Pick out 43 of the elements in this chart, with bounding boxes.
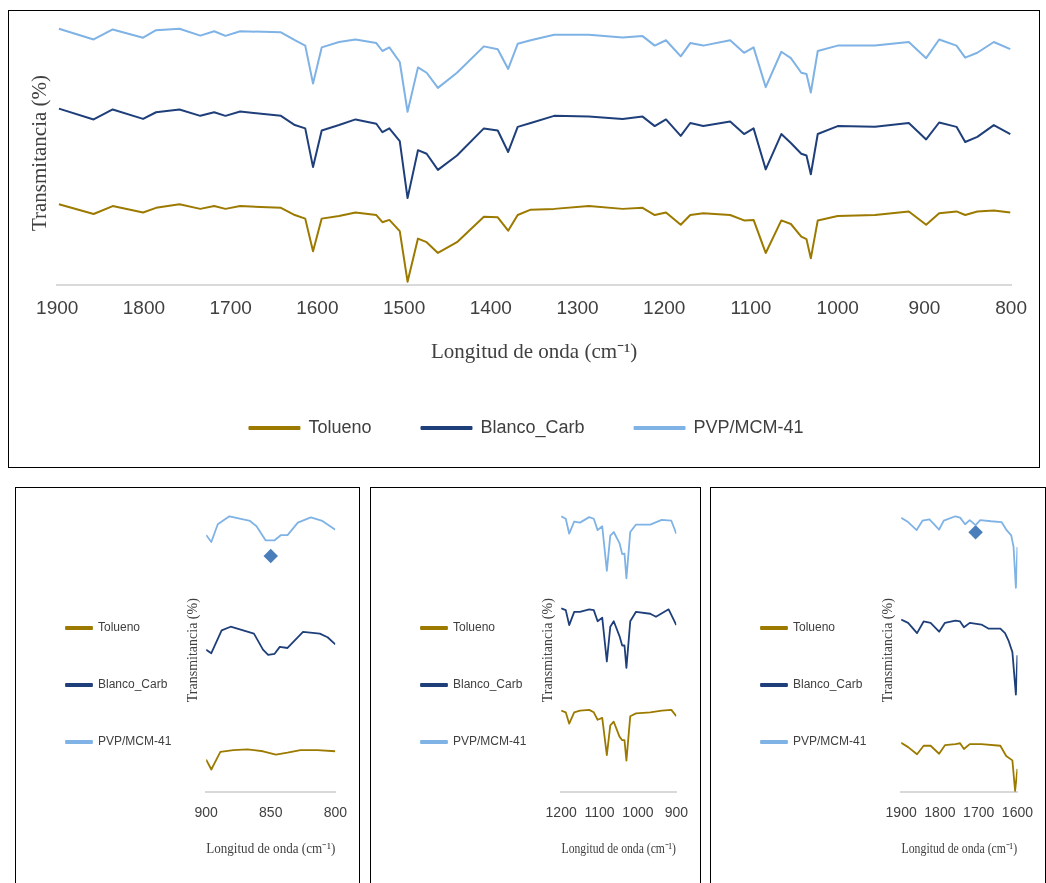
legend-label: PVP/MCM-41 — [453, 734, 527, 749]
legend-label: Blanco_Carb — [98, 677, 168, 692]
x-tick-label: 1100 — [584, 803, 615, 820]
x-tick-label: 1900 — [885, 803, 917, 820]
x-tick-label: 800 — [995, 296, 1027, 318]
x-tick-label: 1200 — [545, 803, 577, 820]
x-axis-title: Longitud de onda (cm⁻¹) — [431, 338, 638, 363]
x-tick-label: 1800 — [122, 296, 166, 318]
x-tick-label: 1700 — [963, 803, 995, 820]
x-tick-label: 900 — [194, 803, 219, 820]
legend-label: Tolueno — [308, 416, 372, 437]
x-tick-label: 1300 — [556, 296, 599, 318]
y-axis-title: Transmitancia (%) — [27, 74, 52, 232]
legend-label: PVP/MCM-41 — [98, 734, 172, 749]
x-tick-label: 850 — [259, 803, 283, 820]
x-tick-label: 1600 — [296, 296, 339, 318]
legend-label: PVP/MCM-41 — [793, 734, 867, 749]
x-axis-title: Longitud de onda (cm⁻¹) — [561, 841, 676, 857]
legend-label: Tolueno — [453, 620, 496, 635]
x-tick-label: 1000 — [622, 803, 654, 820]
x-tick-label: 1900 — [36, 296, 79, 318]
x-tick-label: 1800 — [924, 803, 956, 820]
legend-label: Blanco_Carb — [480, 416, 585, 438]
y-axis-title: Transmitancia (%) — [540, 597, 557, 703]
x-axis-title: Longitud de onda (cm⁻¹) — [901, 840, 1018, 857]
x-tick-label: 900 — [664, 803, 689, 820]
x-tick-label: 1400 — [469, 296, 512, 318]
x-tick-label: 900 — [908, 296, 941, 318]
x-tick-label: 800 — [323, 803, 348, 820]
y-axis-title: Transmitancia (%) — [880, 597, 897, 703]
legend-label: Blanco_Carb — [793, 677, 863, 692]
x-tick-label: 1600 — [1001, 803, 1034, 820]
y-axis-title: Transmitancia (%) — [185, 597, 202, 703]
legend-label: Tolueno — [98, 620, 141, 635]
x-tick-label: 1500 — [382, 296, 426, 318]
legend-label: PVP/MCM-41 — [693, 416, 804, 437]
legend-label: Blanco_Carb — [453, 677, 523, 692]
x-tick-label: 1000 — [816, 296, 859, 318]
x-tick-label: 1200 — [643, 296, 686, 318]
x-axis-title: Longitud de onda (cm⁻¹) — [206, 840, 336, 858]
legend-label: Tolueno — [793, 620, 836, 635]
x-tick-label: 1100 — [730, 296, 772, 318]
x-tick-label: 1700 — [209, 296, 252, 318]
